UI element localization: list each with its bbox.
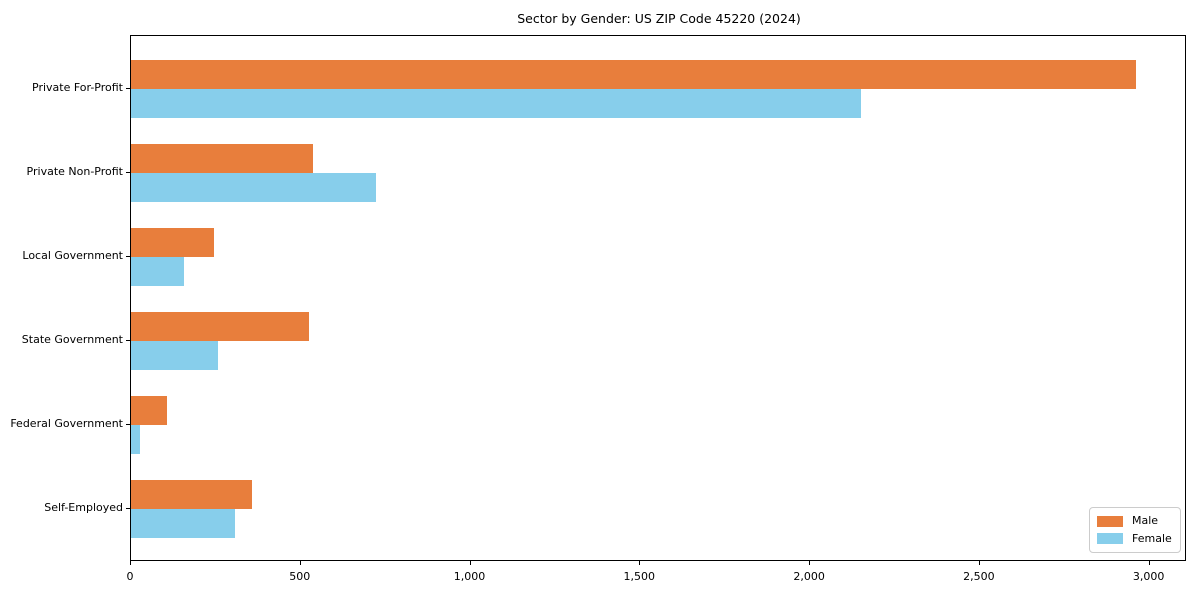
- bar-male-state-government: [131, 312, 310, 341]
- ytick-mark-private-for-profit: [126, 88, 130, 89]
- legend-item-male: Male: [1097, 515, 1174, 527]
- xtick-mark-1500: [639, 561, 641, 565]
- bar-male-self-employed: [131, 480, 252, 509]
- xtick-label-1500: 1,500: [623, 570, 656, 583]
- xtick-mark-2000: [809, 561, 811, 565]
- bar-female-state-government: [131, 341, 218, 370]
- bar-female-self-employed: [131, 509, 235, 538]
- legend: Male Female: [1089, 507, 1181, 553]
- legend-swatch-female: [1097, 533, 1123, 545]
- chart-title: Sector by Gender: US ZIP Code 45220 (202…: [517, 11, 801, 26]
- legend-label-male: Male: [1132, 514, 1159, 528]
- bar-male-private-for-profit: [131, 60, 1137, 89]
- xtick-label-2000: 2,000: [793, 570, 825, 583]
- ytick-mark-federal-government: [126, 424, 130, 425]
- legend-swatch-male: [1097, 515, 1123, 527]
- ytick-label-state-government: State Government: [21, 333, 123, 346]
- xtick-label-3000: 3,000: [1132, 570, 1165, 583]
- ytick-label-private-non-profit: Private Non-Profit: [26, 165, 123, 178]
- xtick-mark-1000: [469, 561, 471, 565]
- xtick-label-0: 0: [126, 570, 134, 583]
- ytick-label-self-employed: Self-Employed: [44, 501, 123, 514]
- ytick-label-federal-government: Federal Government: [10, 417, 123, 430]
- xtick-mark-0: [130, 561, 131, 565]
- bar-female-private-non-profit: [131, 173, 376, 202]
- xtick-mark-2500: [978, 561, 980, 565]
- legend-label-female: Female: [1132, 531, 1172, 545]
- xtick-mark-3000: [1148, 561, 1150, 565]
- plot-area: [130, 35, 1186, 561]
- bar-male-private-non-profit: [131, 144, 313, 173]
- bar-female-local-government: [131, 257, 184, 286]
- legend-item-female: Female: [1097, 531, 1174, 545]
- ytick-mark-self-employed: [126, 508, 130, 509]
- xtick-mark-500: [299, 561, 301, 565]
- ytick-label-private-for-profit: Private For-Profit: [32, 81, 123, 94]
- ytick-label-local-government: Local Government: [22, 249, 123, 262]
- xtick-label-1000: 1,000: [453, 570, 486, 583]
- bar-female-federal-government: [131, 425, 140, 454]
- xtick-label-2500: 2,500: [963, 570, 995, 583]
- bar-male-local-government: [131, 228, 215, 257]
- bar-female-private-for-profit: [131, 89, 861, 118]
- ytick-mark-state-government: [126, 340, 130, 341]
- bar-male-federal-government: [131, 396, 167, 425]
- ytick-mark-private-non-profit: [126, 172, 130, 173]
- ytick-mark-local-government: [126, 256, 130, 257]
- xtick-label-500: 500: [289, 570, 311, 583]
